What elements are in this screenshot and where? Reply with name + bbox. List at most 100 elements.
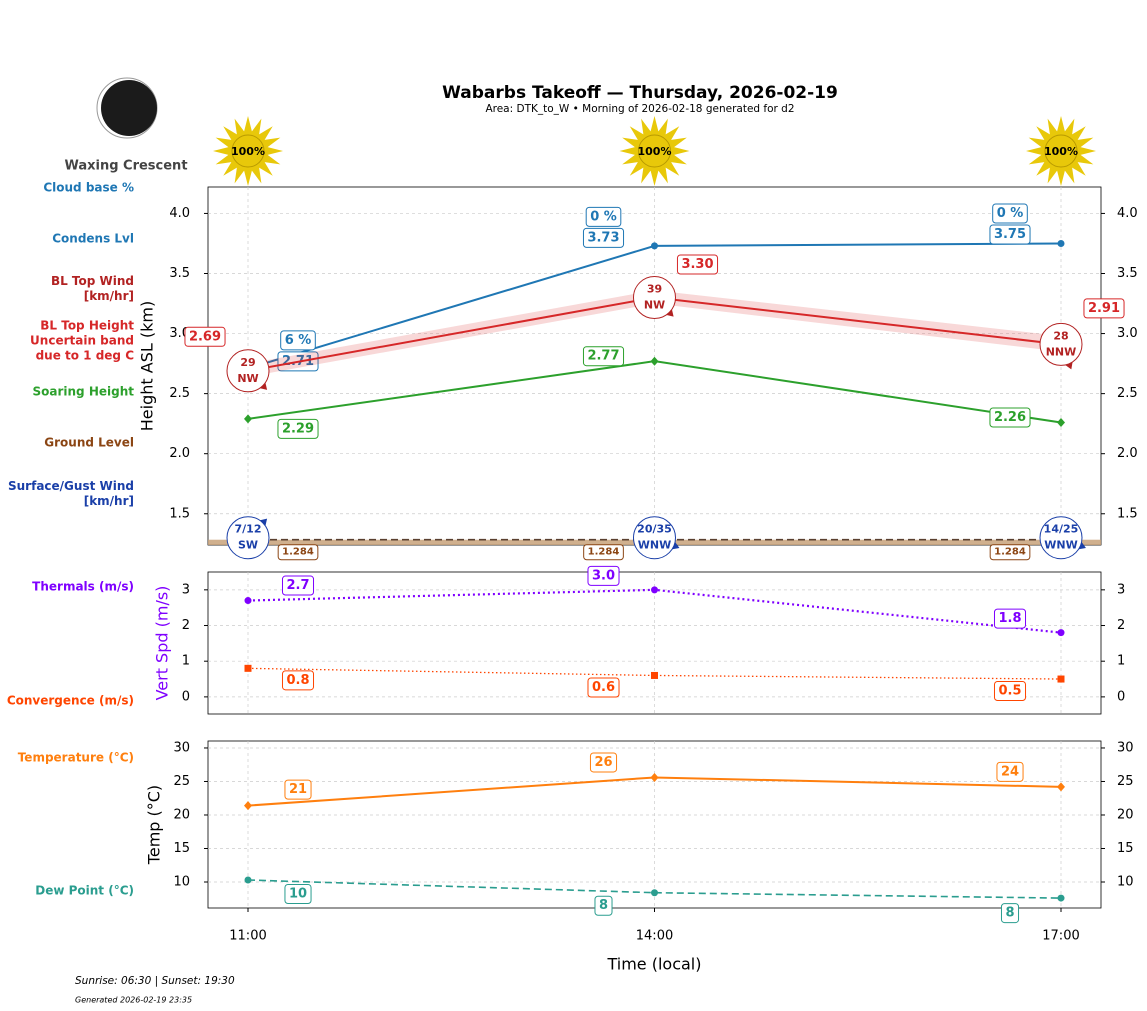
cloud-base-label-box xyxy=(280,330,316,351)
wind-speed: 28 xyxy=(1053,329,1068,342)
legend-label: BL Top Height Uncertain band due to 1 de… xyxy=(30,318,134,363)
wind-direction: NNW xyxy=(1046,345,1077,358)
value-label-group: 24 xyxy=(996,761,1024,782)
value-label-box xyxy=(1083,298,1125,319)
value-label: 24 xyxy=(1001,764,1019,779)
chart-title: Wabarbs Takeoff — Thursday, 2026-02-19 xyxy=(442,83,838,103)
sun-label: 100% xyxy=(1044,145,1078,158)
value-label-box xyxy=(1000,903,1020,924)
value-label: 2.77 xyxy=(587,349,619,364)
value-label-box xyxy=(993,608,1027,629)
value-label-box xyxy=(582,227,625,248)
value-label: 2.91 xyxy=(1088,301,1120,316)
x-axis-label: Time (local) xyxy=(606,955,701,974)
value-label: 3.30 xyxy=(681,257,713,272)
y-tick-label: 25 xyxy=(1117,774,1134,789)
value-label-group: 3.30 xyxy=(676,254,719,275)
value-label-group: 8 xyxy=(1000,903,1020,924)
sun-times: Sunrise: 06:30 | Sunset: 19:30 xyxy=(75,975,235,987)
y-tick-label: 2.0 xyxy=(169,446,190,461)
sun-label: 100% xyxy=(231,145,265,158)
value-label: 1.284 xyxy=(588,547,620,558)
data-point xyxy=(1057,417,1065,427)
value-label-box xyxy=(587,565,620,586)
sun xyxy=(1044,134,1078,168)
data-point xyxy=(244,876,252,884)
value-label-group: 2.29 xyxy=(277,418,319,439)
wind-circle xyxy=(633,516,676,560)
y-tick-label: 2.5 xyxy=(1117,386,1138,401)
value-label: 2.26 xyxy=(994,410,1026,425)
value-label-box xyxy=(277,418,319,439)
moon xyxy=(101,80,157,136)
value-label: 0.8 xyxy=(286,673,309,688)
value-label-group: 10 xyxy=(284,883,312,904)
series-line xyxy=(247,879,1062,899)
wind-speed: 39 xyxy=(647,283,662,296)
data-point xyxy=(244,664,252,672)
wind-speed: 7/12 xyxy=(235,523,262,536)
y-tick-label: 10 xyxy=(173,874,190,889)
y-tick-label: 0 xyxy=(1117,689,1125,704)
wind-circle xyxy=(226,516,270,560)
y-tick-label: 1 xyxy=(1117,654,1125,669)
value-label-box xyxy=(989,224,1031,245)
value-label-box xyxy=(676,254,719,275)
y-axis-label: Vert Spd (m/s) xyxy=(153,586,172,701)
value-label: 1.284 xyxy=(994,547,1026,558)
y-axis-label: Height ASL (km) xyxy=(138,301,157,431)
value-label-group: 1.8 xyxy=(993,608,1027,629)
x-tick-label: 11:00 xyxy=(229,929,266,944)
data-point xyxy=(1057,239,1065,247)
value-label-group: 0.8 xyxy=(281,670,315,691)
chart-subtitle: Area: DTK_to_W • Morning of 2026-02-18 g… xyxy=(485,103,794,115)
wind-speed: 14/25 xyxy=(1044,523,1079,536)
data-point xyxy=(650,772,659,782)
value-label: 2.29 xyxy=(282,421,314,436)
value-label-box xyxy=(993,681,1027,702)
value-label: 1.284 xyxy=(282,547,314,558)
cloud-base-label-group: 6 % xyxy=(280,330,316,351)
value-label-box xyxy=(284,883,312,904)
moon-phase: Waxing Crescent xyxy=(64,159,187,174)
value-label-box xyxy=(184,326,226,347)
value-label-group: 0.6 xyxy=(587,677,620,698)
wind-direction: NW xyxy=(644,299,665,312)
legend-label: Thermals (m/s) xyxy=(32,579,134,594)
data-point xyxy=(651,586,658,594)
wind-circle xyxy=(226,349,270,393)
wind-circle xyxy=(1039,322,1083,366)
y-tick-label: 15 xyxy=(173,841,190,856)
y-tick-label: 25 xyxy=(173,774,190,789)
data-point xyxy=(1057,629,1065,637)
value-label-box xyxy=(277,544,319,561)
y-tick-label: 2.0 xyxy=(1117,446,1138,461)
legend-label: Surface/Gust Wind [km/hr] xyxy=(8,479,134,508)
value-label: 10 xyxy=(289,886,307,901)
y-tick-label: 20 xyxy=(173,807,190,822)
value-label-group: 2.91 xyxy=(1083,298,1125,319)
data-point xyxy=(650,356,659,366)
y-tick-label: 0 xyxy=(182,689,190,704)
legend-label: Convergence (m/s) xyxy=(6,693,134,708)
data-point xyxy=(651,242,658,250)
value-label-box xyxy=(989,544,1031,561)
y-tick-label: 3 xyxy=(1117,582,1125,597)
value-label-group: 2.77 xyxy=(582,346,625,367)
value-label-group: 1.284 xyxy=(583,544,624,561)
value-label-group: 21 xyxy=(284,779,312,800)
wind-direction: WNW xyxy=(1044,539,1077,552)
sun xyxy=(638,134,671,168)
y-tick-label: 1.5 xyxy=(1117,506,1138,521)
wind-speed: 29 xyxy=(240,356,255,369)
sun-label: 100% xyxy=(638,145,672,158)
y-tick-label: 30 xyxy=(1117,740,1134,755)
cloud-base-label: 0 % xyxy=(997,206,1024,221)
y-tick-label: 1 xyxy=(182,654,190,669)
wind-circle xyxy=(633,276,676,320)
y-tick-label: 4.0 xyxy=(1117,206,1138,221)
value-label: 0.6 xyxy=(592,680,615,695)
value-label: 8 xyxy=(1005,906,1014,921)
value-label: 3.0 xyxy=(592,568,615,583)
